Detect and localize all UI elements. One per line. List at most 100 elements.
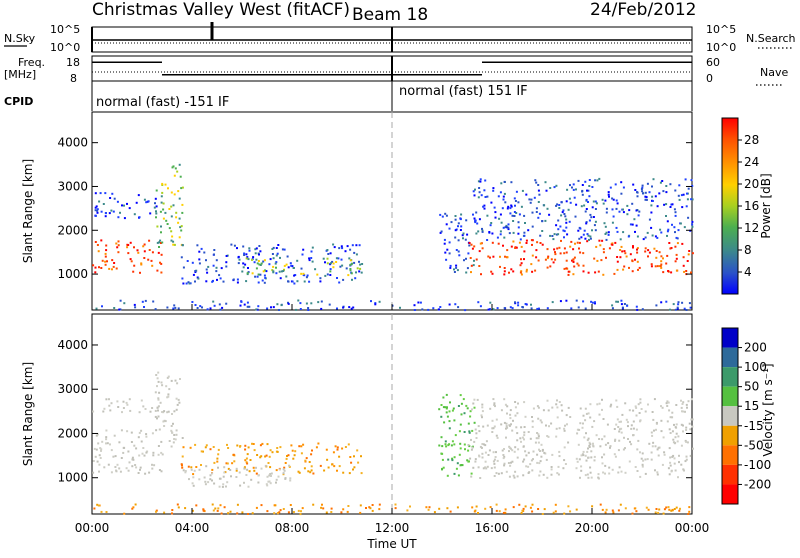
velocity-cell	[207, 481, 209, 483]
velocity-cell	[658, 455, 660, 457]
velocity-cell	[266, 510, 268, 512]
velocity-cell	[468, 430, 470, 432]
power-cell	[179, 164, 181, 166]
power-cell	[124, 217, 126, 219]
power-cell	[505, 226, 507, 228]
power-cell	[518, 226, 520, 228]
velocity-cell	[181, 467, 183, 469]
power-cell	[674, 231, 676, 233]
power-cell	[592, 302, 594, 304]
velocity-cell	[278, 476, 280, 478]
velocity-cell	[95, 456, 97, 458]
power-cell	[586, 190, 588, 192]
velocity-cell	[453, 419, 455, 421]
velocity-cell	[600, 504, 602, 506]
velocity-cell	[311, 465, 313, 467]
power-cell	[586, 240, 588, 242]
velocity-cell	[192, 473, 194, 475]
velocity-cell	[158, 445, 160, 447]
power-cell	[675, 211, 677, 213]
power-cell	[147, 259, 149, 261]
power-cell	[438, 308, 440, 310]
velocity-cell	[617, 426, 619, 428]
power-cell	[620, 181, 622, 183]
power-cell	[109, 212, 111, 214]
power-cell	[455, 215, 457, 217]
velocity-cell	[345, 446, 347, 448]
velocity-cell	[101, 441, 103, 443]
power-cell	[619, 256, 621, 258]
power-cell	[223, 281, 225, 283]
power-cell	[498, 195, 500, 197]
power-cell	[606, 212, 608, 214]
velocity-cell	[267, 481, 269, 483]
velocity-cell	[663, 436, 665, 438]
velocity-cell	[630, 428, 632, 430]
velocity-cell	[503, 457, 505, 459]
power-cell	[593, 216, 595, 218]
power-cell	[178, 307, 180, 309]
power-cell	[651, 186, 653, 188]
velocity-cell	[461, 403, 463, 405]
power-cell	[242, 246, 244, 248]
power-cell	[520, 258, 522, 260]
velocity-cell	[506, 405, 508, 407]
velocity-cell	[670, 432, 672, 434]
power-cell	[621, 246, 623, 248]
power-cell	[620, 238, 622, 240]
power-cell	[304, 281, 306, 283]
power-cell	[248, 258, 250, 260]
power-cell	[319, 280, 321, 282]
power-cell	[456, 249, 458, 251]
power-cell	[134, 213, 136, 215]
power-cell	[288, 281, 290, 283]
velocity-cell	[210, 474, 212, 476]
power-cell	[471, 265, 473, 267]
power-cell	[118, 244, 120, 246]
power-cell	[616, 200, 618, 202]
power-cell	[272, 270, 274, 272]
power-cell	[273, 306, 275, 308]
power-cell	[492, 273, 494, 275]
power-cell	[114, 198, 116, 200]
velocity-cell	[604, 435, 606, 437]
power-cell	[685, 270, 687, 272]
velocity-cell	[569, 510, 571, 512]
power-cell	[481, 194, 483, 196]
power-cell	[199, 305, 201, 307]
power-cell	[678, 184, 680, 186]
velocity-cell	[500, 423, 502, 425]
velocity-cell	[685, 460, 687, 462]
velocity-cell	[620, 504, 622, 506]
power-cell	[359, 268, 361, 270]
velocity-panel: 1000200030004000 Slant Range [km] 200100…	[21, 314, 775, 515]
power-cell	[659, 229, 661, 231]
velocity-cell	[464, 448, 466, 450]
velocity-cell	[503, 512, 505, 514]
power-cell	[611, 244, 613, 246]
power-cell	[546, 190, 548, 192]
velocity-cell	[517, 457, 519, 459]
power-cell	[587, 201, 589, 203]
power-cell	[665, 263, 667, 265]
velocity-cell	[681, 407, 683, 409]
velocity-cell	[352, 469, 354, 471]
power-cell	[559, 226, 561, 228]
power-cell	[531, 239, 533, 241]
power-cell	[199, 262, 201, 264]
velocity-cell	[265, 465, 267, 467]
power-cell	[583, 270, 585, 272]
velocity-cell	[685, 441, 687, 443]
velocity-cell	[270, 482, 272, 484]
velocity-colorbar-segment	[722, 445, 738, 465]
power-cell	[609, 247, 611, 249]
power-cell	[602, 199, 604, 201]
velocity-cell	[490, 506, 492, 508]
velocity-cell	[253, 443, 255, 445]
power-cell	[466, 234, 468, 236]
power-cell	[579, 228, 581, 230]
power-cell	[163, 203, 165, 205]
velocity-cell	[601, 438, 603, 440]
velocity-cell	[123, 407, 125, 409]
velocity-cell	[594, 456, 596, 458]
